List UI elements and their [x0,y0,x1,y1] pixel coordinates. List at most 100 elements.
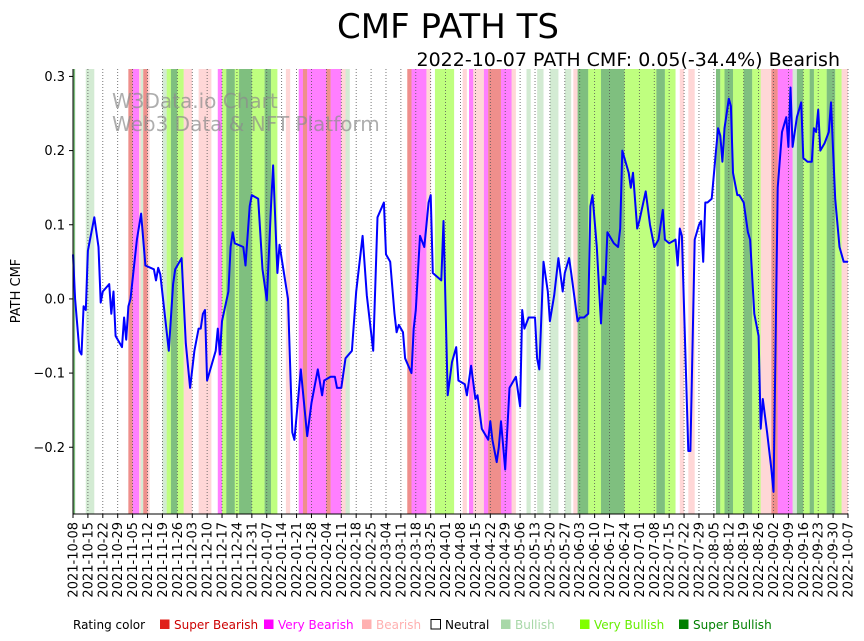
rating-band [251,69,265,514]
x-tick-label: 2022-05-27 [558,522,573,598]
x-tick-label: 2022-02-25 [365,522,380,598]
x-tick-label: 2022-03-11 [394,522,409,598]
x-tick-label: 2022-04-15 [469,522,484,598]
rating-band [841,69,848,514]
x-tick-label: 2022-01-07 [260,522,275,598]
rating-band [656,69,665,514]
rating-band [573,69,578,514]
x-tick-label: 2022-07-15 [663,522,678,598]
rating-band [483,69,489,514]
x-tick-label: 2022-03-18 [409,522,424,598]
rating-band [733,69,744,514]
legend-label: Neutral [445,618,489,632]
y-tick-label: 0.0 [44,292,65,307]
rating-band [813,69,827,514]
x-tick-label: 2021-11-19 [156,522,171,598]
x-ticks: 2021-10-08 2021-10-15 2021-10-22 2021-10-29… [67,514,857,598]
x-tick-label: 2022-10-07 [842,522,857,598]
x-tick-label: 2022-04-08 [454,522,469,598]
rating-band [239,69,252,514]
y-tick-label: 0.2 [44,144,65,159]
x-tick-label: 2022-03-04 [380,522,395,598]
x-tick-label: 2022-05-06 [514,522,529,598]
x-tick-label: 2021-11-26 [171,522,186,598]
legend-swatch [580,619,590,629]
x-tick-label: 2021-10-22 [96,522,111,598]
rating-band [271,69,278,514]
legend-label: Bullish [515,618,555,632]
x-tick-label: 2021-12-17 [216,522,231,598]
rating-band [407,69,412,514]
legend-label: Super Bullish [693,618,772,632]
rating-band [132,69,140,514]
rating-band [803,69,810,514]
x-tick-label: 2022-01-21 [290,522,305,598]
rating-band [426,69,431,514]
legend-swatch [362,619,372,629]
rating-band [777,69,793,514]
y-tick-label: −0.1 [33,367,65,382]
legend-swatch [430,619,441,630]
legend-label: Very Bullish [594,618,664,632]
rating-band [143,69,148,514]
rating-band [537,69,544,514]
rating-band [771,69,778,514]
x-tick-label: 2021-12-10 [201,522,216,598]
rating-band [183,69,193,514]
rating-band [469,69,474,514]
x-tick-label: 2022-02-04 [320,522,335,598]
rating-band [345,69,350,514]
rating-band [796,69,804,514]
rating-band [688,69,695,514]
y-ticks: 0.3 0.2 0.1 0.0 −0.1 −0.2 [33,70,73,456]
rating-band [222,69,227,514]
legend: Rating color Super Bearish Very Bearish Bea… [73,618,772,632]
rating-band [679,69,685,514]
rating-band [285,69,291,514]
rating-bands [73,69,848,514]
x-tick-label: 2022-05-13 [529,522,544,598]
x-tick-label: 2022-02-18 [350,522,365,598]
rating-band [752,69,761,514]
rating-band [564,69,572,514]
y-tick-label: 0.3 [44,70,65,85]
legend-swatch [679,619,689,629]
rating-band [341,69,346,514]
x-tick-label: 2022-09-30 [827,522,842,598]
rating-band [226,69,235,514]
rating-band [147,69,150,514]
x-tick-label: 2022-04-29 [499,522,514,598]
rating-band [302,69,308,514]
x-tick-label: 2022-06-17 [603,522,618,598]
rating-band [85,69,95,514]
rating-band [217,69,223,514]
x-tick-label: 2021-10-29 [111,522,126,598]
cmf-line [72,86,848,493]
legend-label: Bearish [376,618,421,632]
x-tick-label: 2022-02-11 [335,522,350,598]
rating-band [577,69,589,514]
x-tick-label: 2022-03-25 [424,522,439,598]
x-tick-label: 2021-12-03 [186,522,201,598]
legend-label: Very Bearish [278,618,354,632]
rating-band [177,69,184,514]
x-tick-label: 2022-04-22 [484,522,499,598]
rating-band [330,69,342,514]
rating-band [326,69,331,514]
legend-swatch [160,619,170,629]
rating-band [411,69,427,514]
rating-band [298,69,303,514]
x-tick-label: 2022-06-24 [618,522,633,598]
rating-band [170,69,178,514]
legend-swatch [501,619,511,629]
x-tick-label: 2022-08-12 [722,522,737,598]
rating-band [198,69,212,514]
x-tick-label: 2022-07-29 [693,522,708,598]
cmf-series [72,86,848,493]
rating-band [462,69,467,514]
x-tick-label: 2022-05-20 [543,522,558,598]
x-tick-label: 2022-09-23 [812,522,827,598]
rating-band [624,69,657,514]
chart-title: CMF PATH TS [337,7,559,47]
